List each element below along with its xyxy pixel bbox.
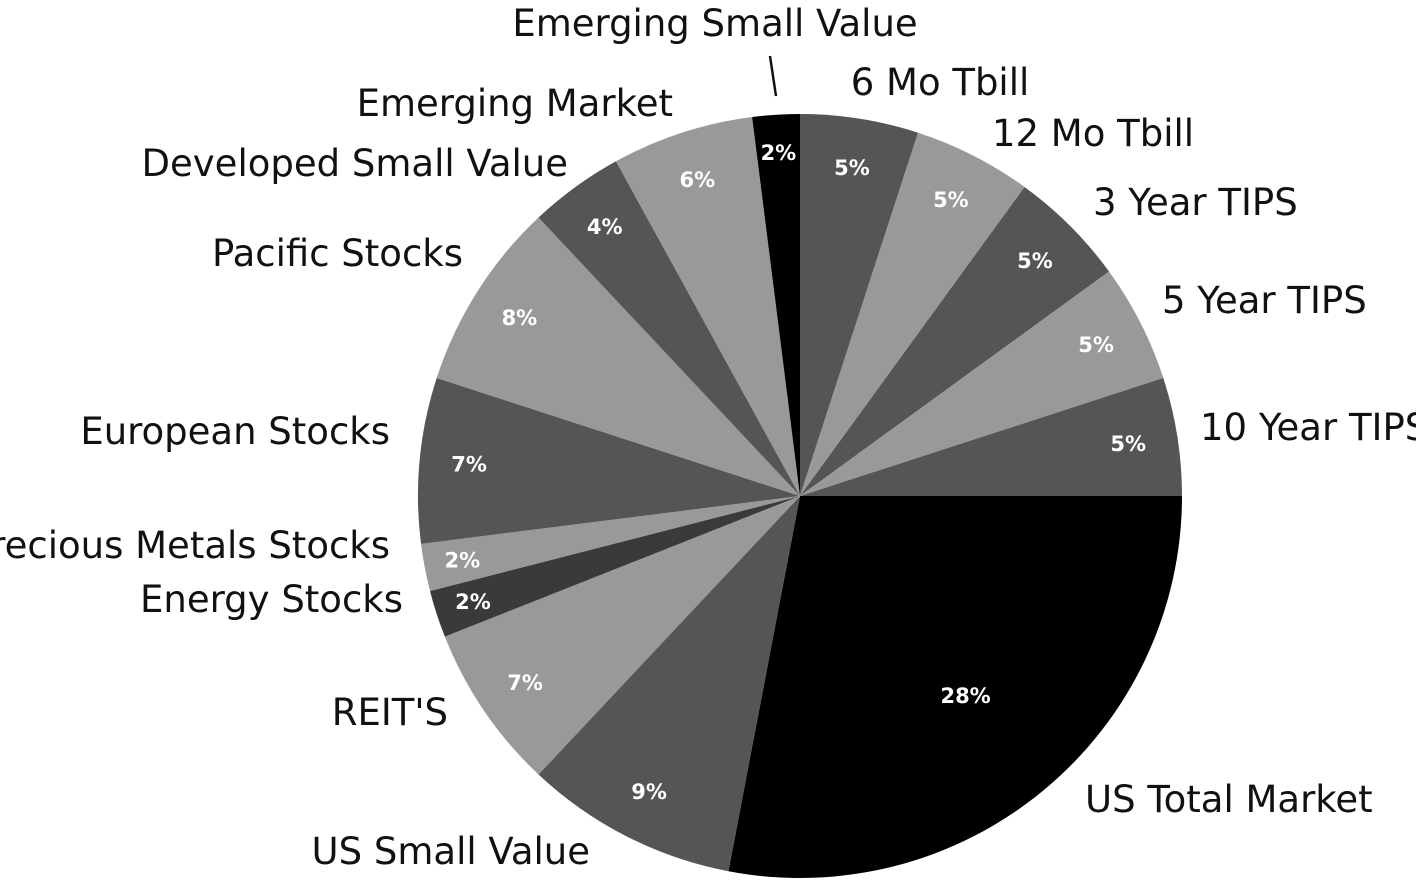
category-label-10-year-tips: 10 Year TIPS bbox=[1200, 406, 1416, 449]
percent-label-european-stocks: 7% bbox=[451, 453, 487, 477]
percent-label-12-mo-tbill: 5% bbox=[933, 188, 969, 212]
percent-label-10-year-tips: 5% bbox=[1110, 432, 1146, 456]
pie-slice-emerging-small-value bbox=[752, 114, 800, 496]
percent-label-precious-metals-stocks: 2% bbox=[444, 548, 480, 572]
pie-slice-3-year-tips bbox=[800, 186, 1110, 496]
category-label-emerging-small-value: Emerging Small Value bbox=[512, 2, 917, 45]
percent-label-5-year-tips: 5% bbox=[1078, 333, 1114, 357]
percent-label-us-small-value: 9% bbox=[631, 780, 667, 804]
category-label-us-total-market: US Total Market bbox=[1085, 778, 1373, 821]
pie-slice-european-stocks bbox=[417, 377, 800, 544]
category-label-emerging-market: Emerging Market bbox=[357, 82, 673, 125]
percent-label-reit-s: 7% bbox=[507, 671, 543, 695]
category-label-developed-small-value: Developed Small Value bbox=[142, 142, 568, 185]
pie-slice-6-mo-tbill bbox=[800, 114, 919, 496]
percent-label-emerging-market: 6% bbox=[679, 168, 715, 192]
pie-slice-developed-small-value bbox=[538, 161, 800, 496]
category-label-6-mo-tbill: 6 Mo Tbill bbox=[851, 61, 1030, 104]
category-label-12-mo-tbill: 12 Mo Tbill bbox=[992, 112, 1194, 155]
category-label-reit-s: REIT'S bbox=[332, 691, 448, 734]
percent-label-6-mo-tbill: 5% bbox=[834, 156, 870, 180]
pie-slice-us-total-market bbox=[728, 496, 1182, 878]
pie-slice-us-small-value bbox=[538, 496, 800, 872]
category-label-5-year-tips: 5 Year TIPS bbox=[1162, 279, 1367, 322]
pie-slice-10-year-tips bbox=[800, 377, 1182, 496]
pie-slice-12-mo-tbill bbox=[800, 132, 1025, 496]
percent-label-energy-stocks: 2% bbox=[455, 590, 491, 614]
category-label-pacific-stocks: Pacific Stocks bbox=[212, 232, 463, 275]
percent-label-3-year-tips: 5% bbox=[1017, 249, 1053, 273]
percent-label-developed-small-value: 4% bbox=[587, 215, 623, 239]
pie-slice-reit-s bbox=[444, 496, 800, 775]
category-label-european-stocks: European Stocks bbox=[80, 410, 390, 453]
percent-label-us-total-market: 28% bbox=[940, 684, 990, 708]
pie-slice-5-year-tips bbox=[800, 271, 1164, 496]
pie-slice-emerging-market bbox=[615, 117, 800, 496]
pie-slice-pacific-stocks bbox=[436, 217, 800, 496]
pie-slice-energy-stocks bbox=[430, 496, 800, 637]
category-label-3-year-tips: 3 Year TIPS bbox=[1093, 181, 1298, 224]
leader-line-emerging-small-value bbox=[768, 55, 778, 97]
percent-label-pacific-stocks: 8% bbox=[502, 306, 538, 330]
pie-slice-precious-metals-stocks bbox=[421, 496, 800, 591]
percent-labels: 5% 5% 5% 5% 5% 28% 9% 7% 2% 2% 7% 8% 4% 6% 2% bbox=[444, 141, 1146, 804]
pie-slices bbox=[417, 114, 1182, 878]
category-label-energy-stocks: Energy Stocks bbox=[140, 578, 403, 621]
percent-label-emerging-small-value: 2% bbox=[761, 141, 797, 165]
category-label-us-small-value: US Small Value bbox=[312, 830, 590, 873]
category-label-precious-metals-stocks: Precious Metals Stocks bbox=[0, 524, 390, 567]
